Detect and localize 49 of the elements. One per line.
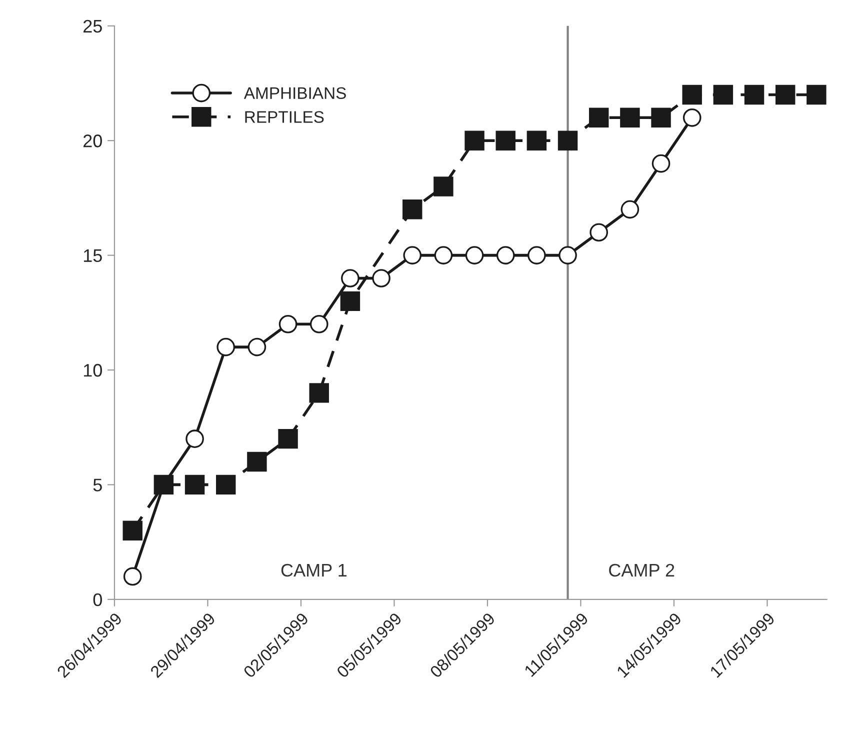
y-tick-label: 20 bbox=[84, 134, 102, 148]
annotation: CAMP 1 bbox=[281, 564, 346, 577]
point bbox=[216, 338, 236, 356]
point bbox=[744, 84, 764, 105]
point bbox=[713, 84, 734, 105]
point bbox=[526, 130, 547, 150]
point bbox=[682, 84, 702, 105]
point bbox=[620, 108, 640, 128]
point bbox=[403, 246, 422, 264]
point bbox=[402, 200, 422, 220]
point bbox=[248, 338, 266, 356]
point bbox=[340, 291, 360, 312]
point bbox=[590, 223, 608, 242]
point bbox=[465, 246, 484, 264]
legend-label: REPTILES bbox=[245, 111, 324, 123]
y-tick-label: 5 bbox=[93, 478, 102, 492]
y-tick-label: 25 bbox=[84, 20, 102, 33]
point bbox=[278, 428, 298, 449]
y-tick-label: 15 bbox=[84, 249, 102, 262]
point bbox=[434, 176, 454, 196]
point bbox=[434, 246, 453, 264]
point bbox=[558, 130, 578, 150]
point bbox=[247, 452, 267, 472]
y-tick-label: 10 bbox=[84, 364, 102, 377]
point bbox=[496, 246, 515, 264]
point bbox=[341, 269, 360, 288]
point bbox=[682, 108, 702, 127]
point bbox=[464, 130, 484, 150]
point bbox=[651, 108, 671, 128]
point bbox=[216, 474, 236, 495]
point bbox=[372, 269, 390, 288]
point bbox=[184, 474, 205, 495]
point bbox=[186, 430, 204, 448]
point bbox=[309, 383, 329, 403]
point bbox=[652, 154, 670, 173]
point bbox=[558, 246, 577, 264]
point bbox=[806, 84, 826, 105]
point bbox=[278, 314, 298, 334]
point bbox=[122, 520, 142, 540]
y-tick-label: 0 bbox=[93, 593, 102, 606]
annotation: CAMP 2 bbox=[609, 564, 674, 577]
legend-label: AMPHIBIANS bbox=[244, 87, 346, 100]
point bbox=[588, 108, 609, 128]
point bbox=[496, 130, 516, 150]
point bbox=[528, 246, 546, 264]
point bbox=[310, 314, 328, 334]
point bbox=[123, 567, 142, 586]
point bbox=[775, 84, 796, 105]
point bbox=[620, 200, 640, 219]
